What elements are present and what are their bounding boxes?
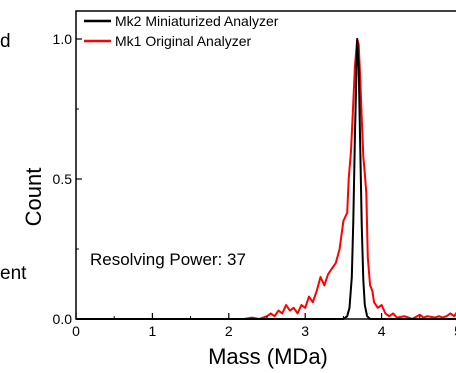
x-tick-label: 2	[225, 323, 233, 339]
x-tick-label: 1	[149, 323, 157, 339]
legend-label: Mk1 Original Analyzer	[115, 33, 252, 49]
series-line	[76, 38, 456, 320]
series-layer	[76, 38, 456, 320]
ticks-layer: 0 1 2 3 4 5 0.0 0.5 1.0	[53, 31, 456, 339]
y-tick-label: 0.5	[53, 171, 73, 187]
x-tick-label: 3	[301, 323, 309, 339]
cropped-text-top: d	[0, 31, 11, 52]
legend-label: Mk2 Miniaturized Analyzer	[115, 13, 279, 29]
y-tick-label: 1.0	[53, 31, 73, 47]
resolving-power-annotation: Resolving Power: 37	[90, 250, 246, 269]
cropped-text-bottom: ent	[0, 263, 27, 284]
x-tick-label: 4	[378, 323, 386, 339]
plot-frame	[75, 10, 456, 320]
x-tick-label: 0	[72, 323, 80, 339]
x-tick-label: 5	[454, 323, 456, 339]
x-axis-label: Mass (MDa)	[208, 344, 328, 369]
y-tick-label: 0.0	[53, 311, 73, 327]
y-axis-label: Count	[21, 168, 46, 227]
series-line	[76, 38, 456, 320]
legend: Mk2 Miniaturized Analyzer Mk1 Original An…	[84, 13, 279, 49]
